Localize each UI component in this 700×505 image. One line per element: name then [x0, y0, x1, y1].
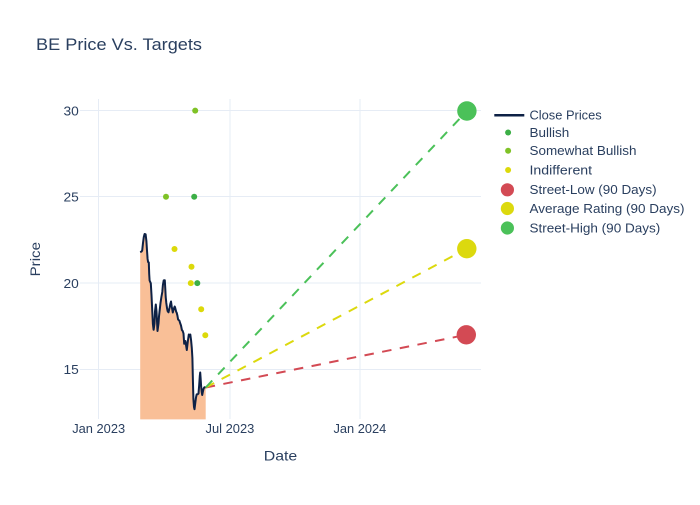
svg-text:Street-High (90 Days): Street-High (90 Days) [530, 220, 661, 235]
svg-text:Somewhat Bullish: Somewhat Bullish [530, 143, 637, 158]
svg-text:Jul 2023: Jul 2023 [206, 421, 255, 436]
svg-text:Street-Low (90 Days): Street-Low (90 Days) [530, 182, 657, 197]
svg-text:Average Rating (90 Days): Average Rating (90 Days) [530, 201, 685, 216]
svg-text:30: 30 [64, 103, 79, 118]
svg-text:20: 20 [64, 276, 79, 291]
svg-text:Bullish: Bullish [530, 125, 570, 140]
svg-text:Jan 2024: Jan 2024 [333, 421, 386, 436]
svg-text:15: 15 [64, 362, 79, 377]
svg-text:25: 25 [64, 189, 79, 204]
svg-text:Price: Price [27, 242, 43, 277]
svg-text:Indifferent: Indifferent [530, 162, 593, 177]
svg-text:Date: Date [264, 448, 298, 464]
svg-text:BE Price Vs. Targets: BE Price Vs. Targets [36, 35, 202, 54]
svg-text:Jan 2023: Jan 2023 [72, 421, 125, 436]
svg-text:Close Prices: Close Prices [530, 108, 603, 123]
